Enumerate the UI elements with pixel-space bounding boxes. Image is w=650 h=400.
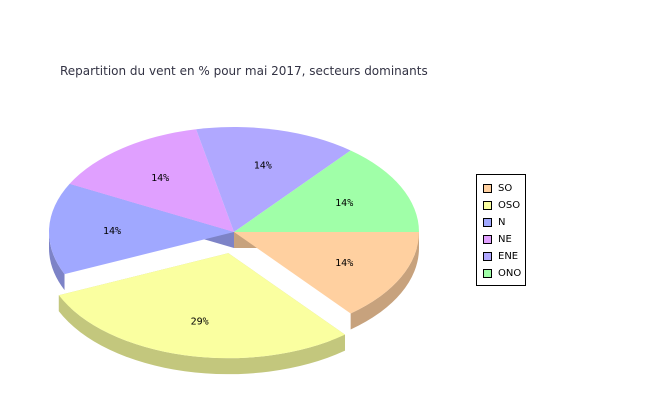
- legend-item-ne: NE: [483, 231, 525, 248]
- legend-label-oso: OSO: [498, 200, 521, 211]
- slice-label-so: 14%: [335, 258, 353, 269]
- legend-swatch-ne: [483, 235, 492, 244]
- pie-slice-so: [234, 232, 419, 314]
- slice-label-ono: 14%: [335, 198, 353, 209]
- legend-item-ene: ENE: [483, 248, 525, 265]
- slice-side-n: [49, 232, 65, 291]
- pie-slice-ene: [196, 127, 351, 232]
- legend-label-ono: ONO: [498, 268, 522, 279]
- pie-slice-n: [49, 183, 235, 275]
- chart-title: Repartition du vent en % pour mai 2017, …: [60, 64, 428, 78]
- slice-label-ne: 14%: [151, 173, 169, 184]
- legend-item-ono: ONO: [483, 265, 525, 282]
- pie-slice-ono: [234, 150, 419, 232]
- legend-item-n: N: [483, 214, 525, 231]
- legend-label-ene: ENE: [498, 251, 519, 262]
- legend-label-ne: NE: [498, 234, 512, 245]
- legend-swatch-oso: [483, 201, 492, 210]
- slice-side-oso: [58, 295, 345, 375]
- legend-swatch-ene: [483, 252, 492, 261]
- pie-slice-ne: [69, 129, 234, 232]
- legend-label-n: N: [498, 217, 506, 228]
- legend-item-oso: OSO: [483, 197, 525, 214]
- legend-label-so: SO: [498, 183, 513, 194]
- chart-legend: SO OSO N NE ENE ONO: [476, 174, 526, 286]
- slice-label-n: 14%: [103, 226, 121, 237]
- legend-item-so: SO: [483, 180, 525, 197]
- legend-swatch-n: [483, 218, 492, 227]
- slice-side-so: [350, 232, 419, 330]
- slice-label-oso: 29%: [191, 317, 209, 328]
- legend-swatch-ono: [483, 269, 492, 278]
- slice-label-ene: 14%: [254, 161, 272, 172]
- legend-swatch-so: [483, 184, 492, 193]
- pie-slice-oso: [58, 253, 345, 359]
